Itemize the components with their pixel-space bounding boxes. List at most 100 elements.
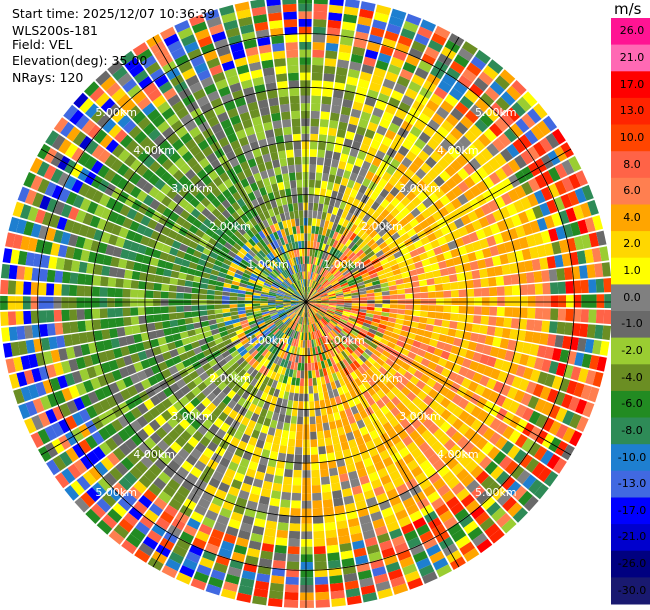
velocity-gate bbox=[476, 180, 488, 193]
velocity-gate bbox=[518, 378, 530, 392]
velocity-gate bbox=[154, 241, 165, 251]
velocity-gate bbox=[300, 569, 314, 578]
velocity-gate bbox=[289, 423, 297, 432]
velocity-gate bbox=[355, 278, 364, 284]
velocity-gate bbox=[137, 350, 148, 361]
velocity-gate bbox=[404, 309, 413, 316]
velocity-gate bbox=[223, 316, 232, 322]
velocity-gate bbox=[172, 544, 188, 558]
velocity-gate bbox=[84, 420, 98, 434]
velocity-gate bbox=[208, 170, 219, 181]
velocity-gate bbox=[379, 45, 394, 57]
velocity-gate bbox=[430, 66, 445, 80]
velocity-gate bbox=[272, 159, 281, 169]
velocity-gate bbox=[280, 263, 286, 271]
velocity-gate bbox=[91, 297, 100, 308]
velocity-gate bbox=[358, 167, 368, 178]
velocity-gate bbox=[345, 130, 355, 141]
velocity-gate bbox=[345, 408, 353, 418]
velocity-gate bbox=[215, 446, 226, 457]
velocity-gate bbox=[444, 93, 459, 107]
velocity-gate bbox=[246, 366, 255, 375]
velocity-gate bbox=[221, 363, 231, 372]
velocity-gate bbox=[348, 317, 357, 323]
velocity-gate bbox=[112, 246, 123, 258]
velocity-gate bbox=[282, 351, 289, 360]
velocity-gate bbox=[257, 322, 266, 328]
velocity-gate bbox=[207, 90, 220, 102]
velocity-gate bbox=[306, 294, 309, 302]
velocity-gate bbox=[495, 436, 508, 450]
velocity-gate bbox=[343, 348, 351, 357]
velocity-gate bbox=[122, 217, 133, 229]
velocity-gate bbox=[488, 172, 501, 185]
velocity-gate bbox=[288, 258, 293, 267]
velocity-gate bbox=[541, 359, 552, 373]
velocity-gate bbox=[468, 231, 479, 243]
velocity-gate bbox=[272, 412, 280, 421]
velocity-gate bbox=[275, 296, 284, 299]
velocity-gate bbox=[303, 263, 305, 272]
velocity-gate bbox=[154, 166, 167, 178]
velocity-gate bbox=[262, 153, 272, 163]
velocity-gate bbox=[119, 204, 131, 217]
velocity-gate bbox=[214, 147, 225, 159]
velocity-gate bbox=[376, 357, 385, 367]
velocity-gate bbox=[313, 195, 320, 204]
velocity-gate bbox=[2, 248, 13, 264]
velocity-gate bbox=[275, 340, 282, 348]
velocity-gate bbox=[431, 440, 443, 453]
velocity-gate bbox=[260, 293, 269, 297]
velocity-gate bbox=[317, 149, 325, 158]
velocity-gate bbox=[491, 507, 507, 522]
velocity-gate bbox=[241, 381, 250, 391]
velocity-gate bbox=[469, 185, 482, 197]
velocity-gate bbox=[406, 402, 417, 413]
velocity-gate bbox=[210, 328, 220, 336]
velocity-gate bbox=[249, 337, 258, 344]
velocity-gate bbox=[415, 453, 428, 466]
velocity-gate bbox=[300, 546, 313, 555]
velocity-gate bbox=[336, 335, 343, 343]
velocity-gate bbox=[381, 395, 391, 405]
velocity-gate bbox=[81, 119, 96, 135]
velocity-gate bbox=[323, 73, 335, 82]
velocity-gate bbox=[297, 324, 301, 332]
velocity-gate bbox=[364, 359, 373, 369]
velocity-gate bbox=[415, 213, 426, 224]
velocity-gate bbox=[336, 192, 344, 201]
velocity-gate bbox=[327, 290, 335, 295]
velocity-gate bbox=[271, 284, 279, 289]
velocity-gate bbox=[251, 116, 262, 126]
velocity-gate bbox=[267, 322, 275, 328]
velocity-gate bbox=[203, 9, 220, 21]
velocity-gate bbox=[186, 214, 197, 224]
velocity-gate bbox=[163, 87, 177, 101]
velocity-gate bbox=[339, 201, 347, 210]
velocity-gate bbox=[409, 510, 423, 523]
velocity-gate bbox=[273, 388, 280, 398]
velocity-gate bbox=[207, 535, 222, 548]
velocity-gate bbox=[405, 478, 418, 490]
velocity-gate bbox=[346, 262, 355, 270]
velocity-gate bbox=[478, 71, 494, 86]
velocity-gate bbox=[15, 296, 23, 310]
velocity-gate bbox=[265, 226, 273, 235]
velocity-gate bbox=[237, 293, 246, 298]
velocity-gate bbox=[556, 321, 566, 335]
colorbar-tick-label: -1.0 bbox=[621, 317, 643, 331]
velocity-gate bbox=[499, 69, 516, 85]
velocity-gate bbox=[46, 459, 61, 476]
velocity-gate bbox=[321, 318, 328, 326]
velocity-gate bbox=[212, 407, 223, 418]
velocity-gate bbox=[272, 268, 280, 276]
velocity-gate bbox=[157, 120, 170, 134]
velocity-gate bbox=[366, 544, 380, 555]
velocity-gate bbox=[273, 280, 281, 286]
velocity-gate bbox=[526, 272, 535, 284]
velocity-gate bbox=[284, 211, 291, 221]
velocity-gate bbox=[129, 466, 143, 480]
velocity-gate bbox=[266, 369, 274, 378]
velocity-gate bbox=[389, 290, 398, 295]
velocity-gate bbox=[108, 211, 119, 223]
